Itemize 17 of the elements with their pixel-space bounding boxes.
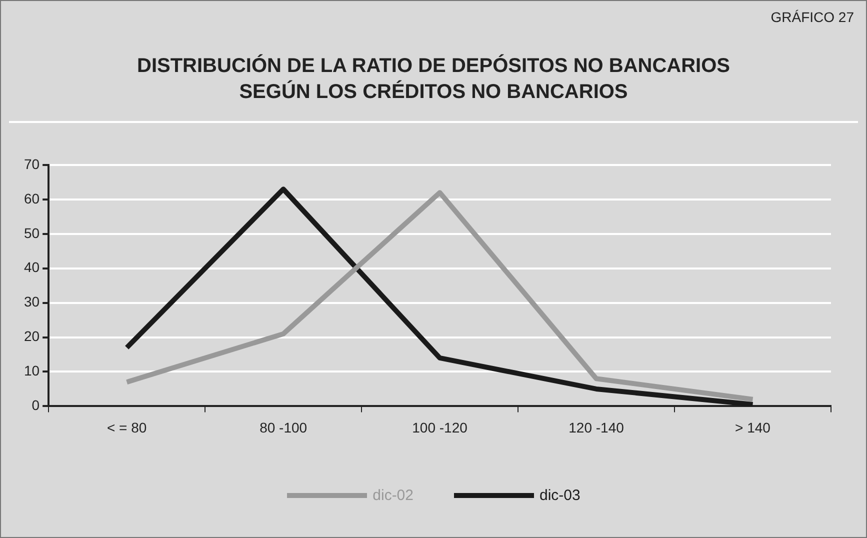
- text: dic-03: [540, 487, 580, 504]
- x-tick-label: < = 80: [106, 419, 147, 436]
- y-tick-label: 10: [24, 362, 40, 379]
- x-tick-label: 100 -120: [412, 419, 468, 436]
- x-tick-label: 80 -100: [260, 419, 308, 436]
- text: dic-02: [372, 487, 414, 504]
- y-tick-label: 50: [24, 224, 40, 241]
- x-tick-label: > 140: [735, 419, 771, 436]
- x-tick-label: 120 -140: [568, 419, 624, 436]
- y-tick-label: 60: [24, 190, 40, 206]
- y-tick-label: 40: [24, 259, 40, 276]
- y-tick-label: 20: [24, 328, 40, 344]
- y-tick-label: 30: [24, 294, 40, 310]
- y-tick-label: 70: [24, 156, 40, 172]
- text: GRÁFICO 27: [770, 9, 854, 25]
- chart-title: DISTRIBUCIÓN DE LA RATIO DE DEPÓSITOS NO BANCARIOS SEGÚN LOS CRÉDITOS NO BANCARIOS: [136, 53, 731, 105]
- y-tick-label: 0: [32, 397, 40, 414]
